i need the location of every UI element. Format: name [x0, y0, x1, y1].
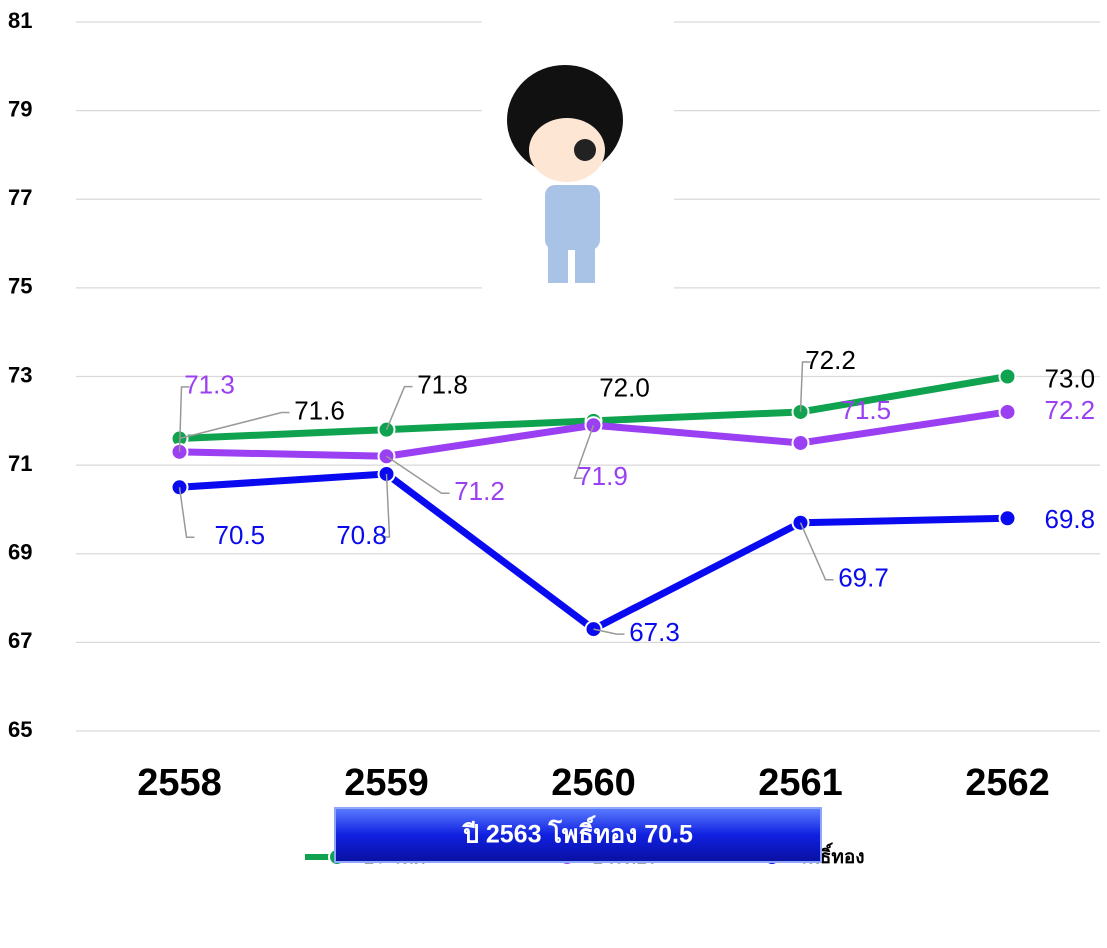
y-tick-label: 79	[8, 96, 32, 121]
leader-line	[387, 456, 450, 493]
series-line	[180, 474, 1008, 629]
data-label: 71.6	[294, 395, 345, 425]
data-label: 71.3	[184, 370, 235, 400]
point	[1000, 404, 1016, 420]
leader-line	[801, 523, 834, 580]
y-tick-label: 77	[8, 185, 32, 210]
data-label: 71.2	[454, 476, 505, 506]
data-label: 69.7	[838, 563, 889, 593]
data-label: 69.8	[1045, 504, 1096, 534]
y-tick-label: 67	[8, 628, 32, 653]
data-label: 72.0	[599, 373, 650, 403]
y-tick-label: 65	[8, 717, 32, 742]
data-label: 70.8	[336, 520, 387, 550]
chart: 65 67 69 71 73 75 77 79 81 2558 2559 2560 2561 2562 71…	[0, 0, 1107, 948]
data-label: 70.5	[215, 520, 266, 550]
y-tick-label: 81	[8, 8, 32, 33]
x-tick-label: 2558	[137, 762, 222, 804]
annotation: ปี 2563 โพธิ์ทอง 70.5	[461, 815, 693, 849]
point	[793, 435, 809, 451]
mascot	[482, 0, 674, 292]
data-label: 72.2	[1045, 395, 1096, 425]
data-label: 71.8	[417, 370, 468, 400]
y-tick-label: 73	[8, 362, 32, 387]
data-label: 67.3	[629, 617, 680, 647]
y-tick-label: 69	[8, 540, 32, 565]
point	[1000, 369, 1016, 385]
y-tick-label: 71	[8, 451, 32, 476]
x-tick-label: 2560	[551, 762, 636, 804]
y-tick-label: 75	[8, 274, 32, 299]
data-label: 71.9	[577, 461, 628, 491]
x-tick-label: 2562	[965, 762, 1050, 804]
data-label: 73.0	[1045, 363, 1096, 393]
x-tick-label: 2561	[758, 762, 843, 804]
point	[1000, 510, 1016, 526]
data-label: 71.5	[841, 395, 892, 425]
data-label: 72.2	[805, 345, 856, 375]
x-tick-label: 2559	[344, 762, 429, 804]
